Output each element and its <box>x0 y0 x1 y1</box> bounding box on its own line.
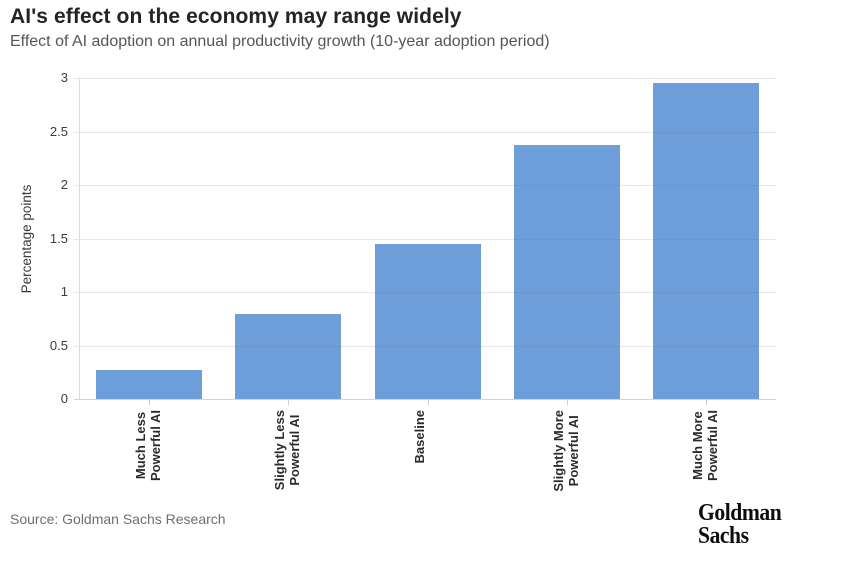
y-tick-label-1.5: 1.5 <box>49 231 68 246</box>
y-tick-label-1: 1 <box>60 284 68 299</box>
gridline-y-2.5 <box>74 132 776 133</box>
chart-subtitle: Effect of AI adoption on annual producti… <box>10 33 550 50</box>
gridline-y-2 <box>74 185 776 186</box>
y-tick-label-2.5: 2.5 <box>49 124 68 139</box>
y-tick-label-3: 3 <box>60 70 68 85</box>
x-tick-4 <box>567 399 568 405</box>
x-category-label-5: Much More Powerful AI <box>690 410 721 482</box>
x-tick-1 <box>149 399 150 405</box>
y-tick-label-2: 2 <box>60 177 68 192</box>
gridline-y-1.5 <box>74 239 776 240</box>
y-tick-label-0: 0 <box>60 391 68 406</box>
source-attribution: Source: Goldman Sachs Research <box>10 511 226 527</box>
x-category-label-2: Slightly Less Powerful AI <box>272 410 303 491</box>
x-category-label-1: Much Less Powerful AI <box>132 410 163 482</box>
x-tick-2 <box>288 399 289 405</box>
x-tick-3 <box>428 399 429 405</box>
gridline-y-1 <box>74 292 776 293</box>
y-tick-label-0.5: 0.5 <box>49 338 68 353</box>
bar-4 <box>513 145 620 399</box>
bar-1 <box>95 370 202 399</box>
y-axis-line <box>79 78 80 399</box>
bar-2 <box>235 314 342 399</box>
logo-line-1: Goldman <box>698 500 782 526</box>
logo-line-2: Sachs <box>698 523 749 549</box>
x-category-label-3: Baseline <box>411 410 427 464</box>
goldman-sachs-logo: Goldman Sachs <box>698 500 782 549</box>
bar-3 <box>374 243 481 399</box>
gridline-y-3 <box>74 78 776 79</box>
x-category-label-4: Slightly More Powerful AI <box>550 410 581 492</box>
gridline-y-0.5 <box>74 346 776 347</box>
chart-title: AI's effect on the economy may range wid… <box>10 5 462 28</box>
x-tick-5 <box>706 399 707 405</box>
bar-5 <box>653 83 760 399</box>
gridline-y-0 <box>74 399 776 400</box>
